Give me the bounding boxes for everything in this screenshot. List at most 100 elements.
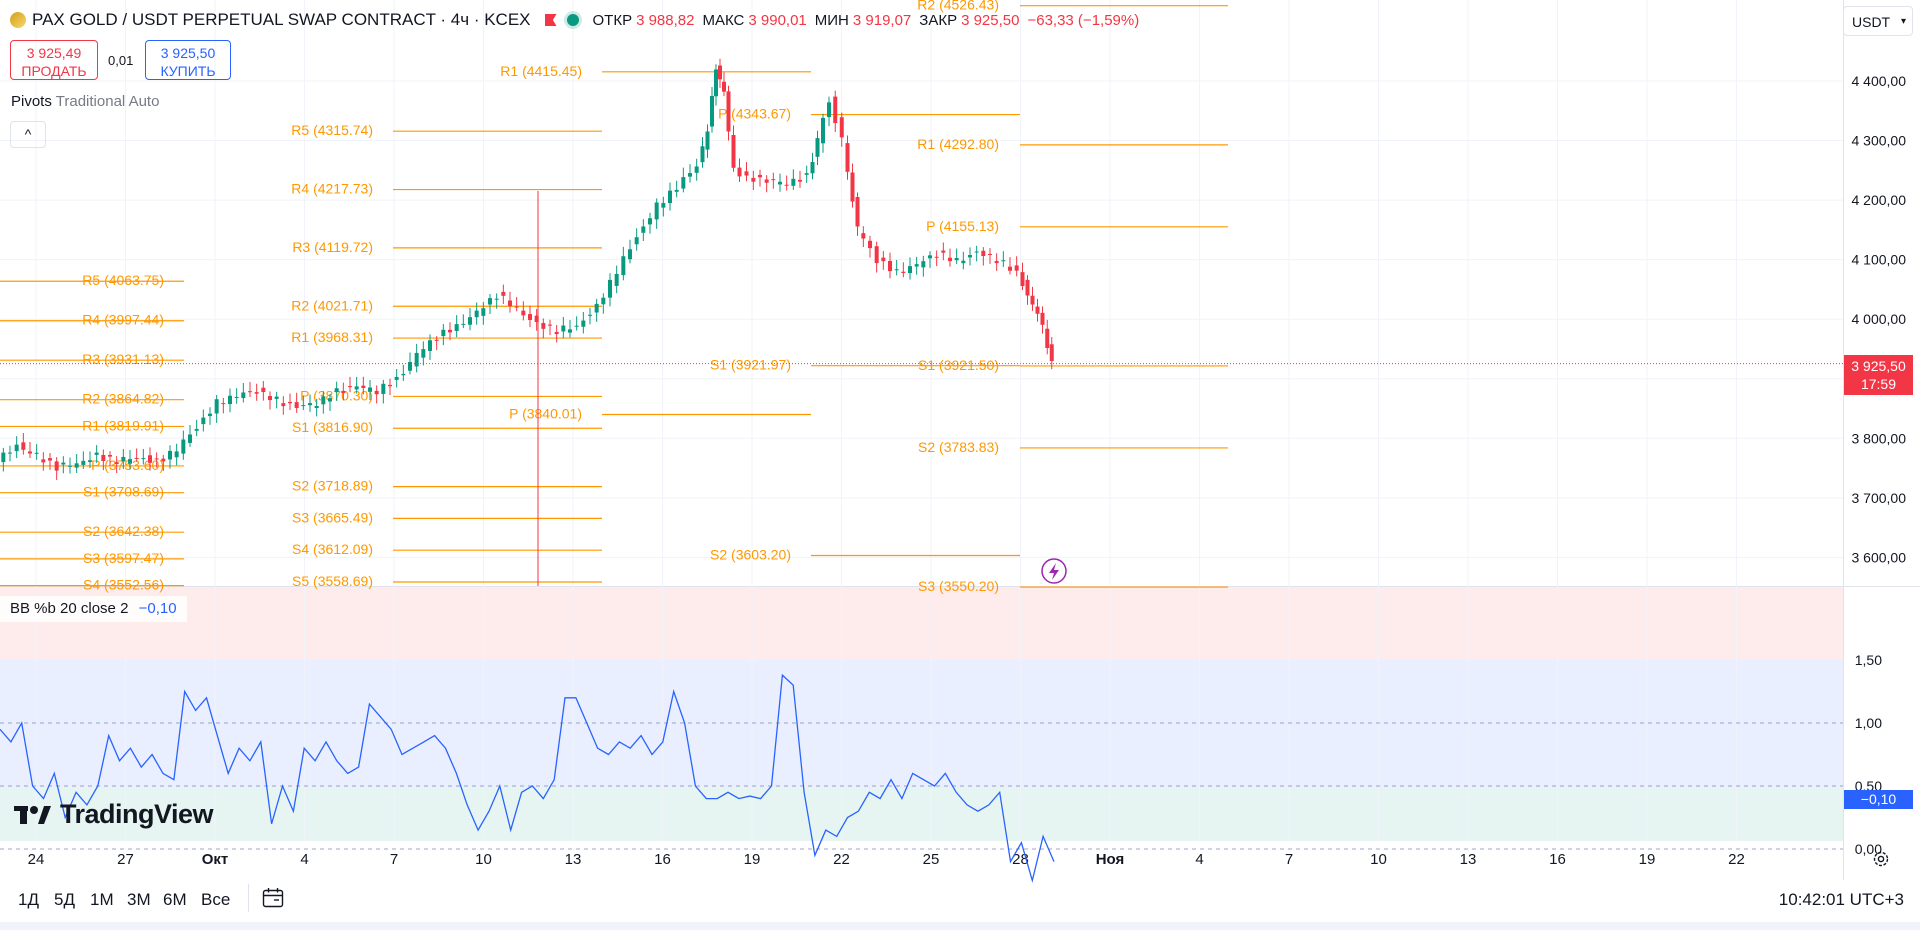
price-axis-label: 4 100,00 xyxy=(1852,252,1907,268)
range-1m-button[interactable]: 1М xyxy=(90,890,114,909)
candle-body xyxy=(771,179,776,181)
close-label: ЗАКР xyxy=(919,11,958,29)
chevron-down-icon: ▾ xyxy=(1900,16,1906,27)
pivots-indicator-label[interactable]: Pivots Traditional Auto xyxy=(11,93,159,110)
candle-body xyxy=(314,405,319,409)
time-axis-label: Окт xyxy=(202,851,229,868)
pivot-label: P (3753.60) xyxy=(91,457,164,473)
candle-body xyxy=(798,179,802,182)
pivot-label: R5 (4315.74) xyxy=(291,122,373,138)
candle-body xyxy=(208,413,212,417)
candle-body xyxy=(68,465,72,467)
bb-axis-label: 0,00 xyxy=(1855,841,1882,857)
candle-body xyxy=(815,138,820,157)
candle-body xyxy=(14,444,19,452)
candle-body xyxy=(868,240,872,249)
time-axis-label: 22 xyxy=(1728,851,1745,868)
candle-body xyxy=(328,398,332,402)
candle-body xyxy=(778,181,782,185)
candle-body xyxy=(948,257,952,262)
flag-icon[interactable] xyxy=(544,14,557,26)
candle-body xyxy=(634,237,639,245)
candle-body xyxy=(161,458,166,462)
candle-body xyxy=(588,314,592,316)
candle-body xyxy=(710,95,714,127)
change-value: −63,33 (−1,59%) xyxy=(1027,11,1140,29)
pivot-label: R3 (4119.72) xyxy=(292,239,373,255)
candle-body xyxy=(561,325,566,332)
pivot-label: S3 (3550.20) xyxy=(918,578,999,594)
time-axis-label: 7 xyxy=(390,851,398,868)
candle-body xyxy=(901,271,906,273)
bb-value-tag: −0,10 xyxy=(1844,790,1913,809)
calendar-icon[interactable] xyxy=(261,886,285,915)
candle-body xyxy=(821,117,825,144)
clock[interactable]: 10:42:01 UTC+3 xyxy=(1778,890,1904,909)
bb-indicator-label[interactable]: BB %b 20 close 2 −0,10 xyxy=(0,596,187,622)
pivot-label: R3 (3931.13) xyxy=(82,351,164,367)
candle-body xyxy=(961,260,966,264)
pivot-label: R1 (3819.91) xyxy=(82,417,164,433)
candle-body xyxy=(784,184,789,186)
candle-body xyxy=(241,392,246,399)
candle-body xyxy=(221,403,226,405)
high-label: МАКС xyxy=(702,11,745,29)
collapse-indicators-button[interactable]: ^ xyxy=(10,121,46,148)
candle-body xyxy=(461,323,466,325)
time-axis-label: 25 xyxy=(923,851,940,868)
candle-body xyxy=(1,452,6,463)
pivot-label: S1 (3708.69) xyxy=(83,484,164,500)
candle-body xyxy=(1030,295,1035,305)
candle-body xyxy=(401,373,406,376)
buy-button[interactable]: 3 925,50 КУПИТЬ xyxy=(145,40,231,80)
candle-body xyxy=(726,91,731,132)
candle-body xyxy=(661,203,666,208)
candle-body xyxy=(181,439,186,454)
candle-body xyxy=(845,143,850,172)
candle-body xyxy=(214,399,219,414)
pivot-label: S2 (3642.38) xyxy=(83,523,164,539)
candle-body xyxy=(827,102,831,118)
price-axis-label: 4 400,00 xyxy=(1852,73,1907,89)
candle-body xyxy=(855,196,860,227)
time-axis-label: Ноя xyxy=(1096,851,1125,868)
candle-body xyxy=(141,458,146,460)
tradingview-logo[interactable]: TradingView xyxy=(14,799,214,830)
candle-body xyxy=(850,172,855,202)
candle-body xyxy=(881,257,886,262)
candle-body xyxy=(381,383,386,394)
candle-body xyxy=(88,460,92,462)
candle-body xyxy=(914,264,919,267)
candle-body xyxy=(954,258,959,261)
pivot-label: R2 (4526.43) xyxy=(917,0,999,13)
range-1d-button[interactable]: 1Д xyxy=(18,890,39,909)
symbol-title[interactable]: PAX GOLD / USDT PERPETUAL SWAP CONTRACT … xyxy=(32,10,531,29)
bb-value: −0,10 xyxy=(138,600,177,617)
pivot-label: R5 (4063.75) xyxy=(82,272,164,288)
candle-body xyxy=(641,226,646,233)
time-axis: 24 27 Окт 4 7 10 13 16 19 22 25 28 Ноя 4 7 10 13 16 19 22 xyxy=(28,851,1745,868)
horizontal-scrollbar[interactable] xyxy=(0,922,1920,930)
range-5d-button[interactable]: 5Д xyxy=(54,890,75,909)
chart-settings-gear-icon[interactable] xyxy=(1871,849,1891,869)
candle-body xyxy=(494,298,499,300)
time-axis-label: 10 xyxy=(475,851,492,868)
range-3m-button[interactable]: 3М xyxy=(127,890,151,909)
currency-select[interactable]: USDT ▾ xyxy=(1843,6,1913,36)
candle-body xyxy=(28,451,32,454)
candle-body xyxy=(454,324,459,332)
time-axis-label: 27 xyxy=(117,851,134,868)
candle-body xyxy=(988,254,992,256)
sell-button[interactable]: 3 925,49 ПРОДАТЬ xyxy=(10,40,98,80)
range-6m-button[interactable]: 6М xyxy=(163,890,187,909)
symbol-logo-icon[interactable] xyxy=(10,12,26,28)
bb-name: BB %b xyxy=(10,600,56,617)
candle-body xyxy=(41,459,46,463)
range-all-button[interactable]: Все xyxy=(201,890,231,909)
bb-band-zone xyxy=(0,660,1843,787)
price-axis-label: 3 700,00 xyxy=(1852,490,1907,506)
candle-body xyxy=(934,256,939,258)
candle-body xyxy=(888,260,892,272)
grid xyxy=(0,0,1843,850)
